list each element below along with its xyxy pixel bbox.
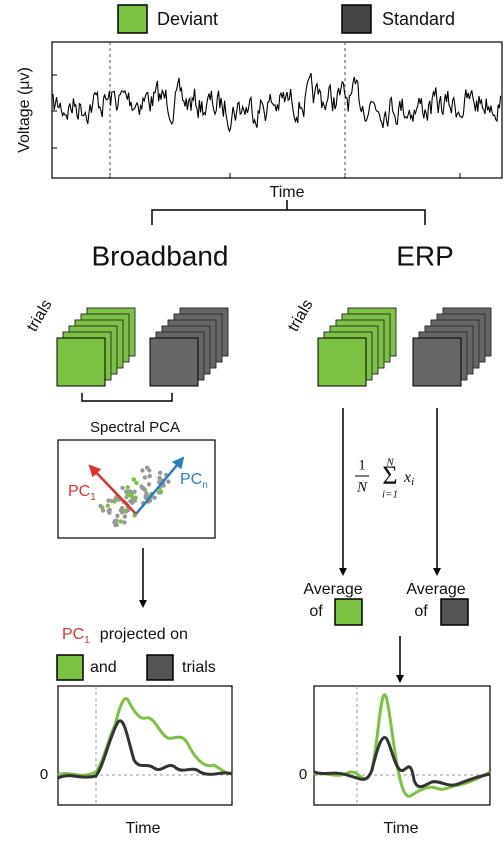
projection-label: PC1 projected on [62,626,188,645]
legend-label: Deviant [157,9,218,29]
scatter-dot [122,514,128,519]
formula-part: i=1 [382,489,398,501]
zero-label: 0 [299,766,307,783]
formula-part: N [385,457,394,469]
scatter-dot [147,468,152,473]
swatch [56,654,84,681]
swatch [440,598,469,626]
scatter-dot [129,493,134,499]
scatter-dot [122,520,127,525]
plot-frame [313,685,491,806]
swatch [334,598,363,626]
scatter-dot [106,498,111,503]
scatter-dot [134,480,139,485]
scatter-dot [132,498,137,503]
pca-frame [57,439,216,539]
scatter-dot [98,503,103,509]
scatter-dot [158,489,163,494]
pc-label: PC1 [68,483,96,502]
average-formula: 1 N N Σ i=1 xi [352,450,432,510]
legend-swatch [341,4,372,34]
legend-swatch [117,4,148,34]
stack-label: trials [24,297,56,335]
scatter-dot [152,495,157,500]
standard-curve [313,735,491,789]
ticks [52,74,461,178]
legend-label: Standard [382,9,455,29]
trial-card [56,337,106,387]
plot-frame [57,685,233,806]
average-label: of [309,603,323,620]
swatch [146,654,174,681]
projection-label: and [90,659,117,676]
scatter-dot [140,468,145,473]
scatter-dot [125,492,130,498]
axis-label: Time [126,820,161,837]
pc-label: PCn [180,471,208,490]
section-title: ERP [396,240,454,271]
scatter-dot [132,513,137,518]
scatter-dot [143,495,148,500]
scatter-dot [131,477,136,482]
formula-part: N [356,479,368,495]
formula-part: 1 [358,457,366,473]
scatter-dot [147,473,152,479]
signal-trace [52,72,502,133]
step-label: Spectral PCA [90,419,180,436]
scatter-dot [146,482,152,487]
axis-label: Time [270,184,305,201]
axis-label: Time [384,820,419,837]
scatter-dot [118,519,123,524]
scatter-dot [112,518,118,524]
scatter-dot [113,522,118,528]
scatter-dot [127,489,133,494]
scatter-dot [144,491,149,496]
section-title: Broadband [91,240,228,271]
scatter-dot [157,475,162,481]
scatter-dot [128,499,133,504]
trial-card [317,337,367,387]
scatter-dot [115,513,120,518]
scatter-dot [120,485,125,491]
scatter-dot [157,470,163,475]
scatter-dot [105,503,111,508]
pc-arrow [135,456,185,515]
trial-card [412,337,462,387]
scatter-dot [161,483,166,488]
scatter-dot [166,479,171,484]
scatter-dot [125,485,130,490]
average-label: Average [406,581,465,598]
formula-part: Σ [382,461,397,490]
deviant-curve [57,697,233,777]
scatter-dot [113,496,118,501]
scatter-dot [142,475,148,480]
axis-label: Voltage (μv) [16,67,33,153]
formula-part: xi [403,469,414,488]
signal-frame [51,41,503,179]
scatter-dot [109,498,114,504]
average-label: Average [303,581,362,598]
scatter-dot [122,508,128,514]
standard-curve [57,719,233,780]
trial-card [149,337,199,387]
pc-arrow [88,464,137,515]
projection-label: trials [182,659,216,676]
zero-label: 0 [40,766,48,783]
scatter-dot [141,486,146,491]
stack-label: trials [285,297,317,335]
bracket [81,393,173,402]
scatter-dot [100,508,106,513]
average-label: of [414,603,428,620]
scatter-dot [107,510,112,515]
trial-stacks [56,307,492,387]
bracket [151,200,426,225]
